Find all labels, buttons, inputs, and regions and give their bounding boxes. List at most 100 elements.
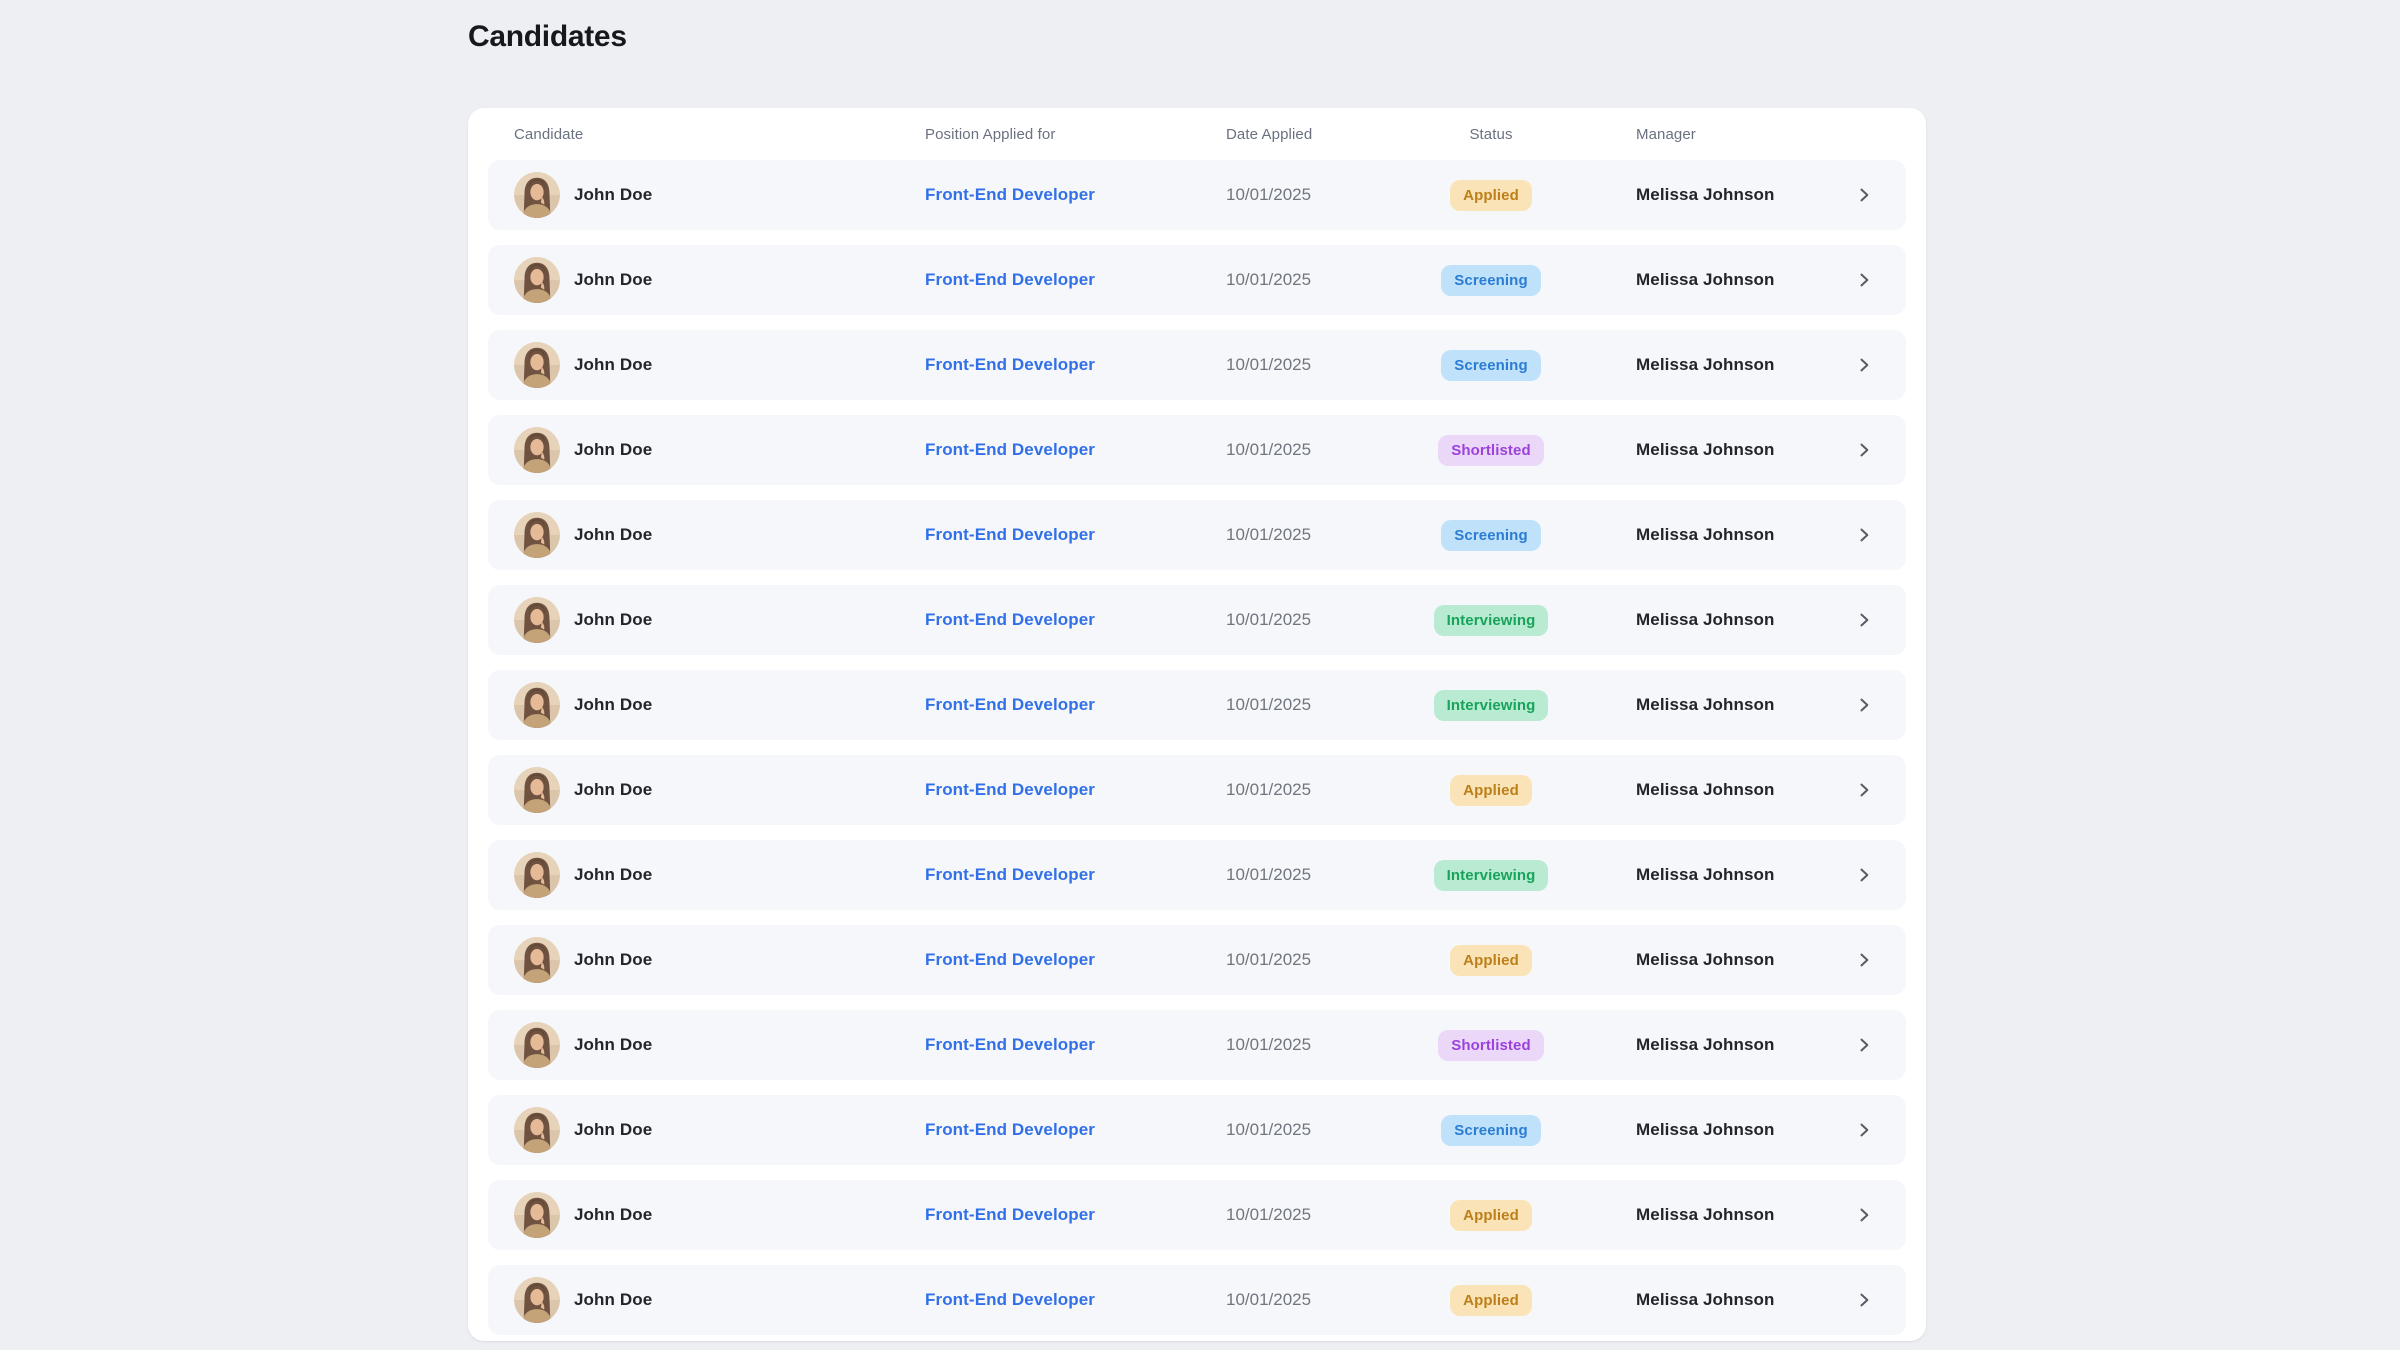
status-badge: Screening: [1441, 519, 1541, 551]
position-cell: Front-End Developer: [925, 865, 1226, 885]
status-cell: Screening: [1441, 264, 1541, 296]
candidate-cell: John Doe: [514, 427, 925, 473]
row-action-cell: [1854, 1205, 1874, 1225]
candidate-cell: John Doe: [514, 1022, 925, 1068]
position-link[interactable]: Front-End Developer: [925, 525, 1096, 544]
row-action-cell: [1854, 270, 1874, 290]
row-action-cell: [1854, 185, 1874, 205]
position-cell: Front-End Developer: [925, 1205, 1226, 1225]
position-link[interactable]: Front-End Developer: [925, 440, 1096, 459]
candidate-name: John Doe: [574, 525, 653, 544]
status-badge: Interviewing: [1433, 689, 1549, 721]
position-link[interactable]: Front-End Developer: [925, 1205, 1096, 1224]
position-link[interactable]: Front-End Developer: [925, 185, 1096, 204]
row-action-cell: [1854, 780, 1874, 800]
avatar: [514, 1192, 560, 1238]
row-action-cell: [1854, 1120, 1874, 1140]
manager-name: Melissa Johnson: [1636, 1120, 1775, 1139]
chevron-right-icon[interactable]: [1854, 185, 1874, 205]
row-action-cell: [1854, 1290, 1874, 1310]
position-link[interactable]: Front-End Developer: [925, 780, 1096, 799]
candidate-name: John Doe: [574, 1120, 653, 1139]
chevron-right-icon[interactable]: [1854, 355, 1874, 375]
row-action-cell: [1854, 695, 1874, 715]
position-link[interactable]: Front-End Developer: [925, 1035, 1096, 1054]
status-badge: Screening: [1441, 264, 1541, 296]
status-cell: Shortlisted: [1438, 1029, 1544, 1061]
candidate-cell: John Doe: [514, 172, 925, 218]
manager-name: Melissa Johnson: [1636, 270, 1775, 289]
table-row[interactable]: John Doe Front-End Developer 10/01/2025 …: [488, 1265, 1906, 1335]
candidate-name: John Doe: [574, 1035, 653, 1054]
chevron-right-icon[interactable]: [1854, 695, 1874, 715]
chevron-right-icon[interactable]: [1854, 610, 1874, 630]
date-applied: 10/01/2025: [1226, 950, 1312, 969]
avatar: [514, 767, 560, 813]
chevron-right-icon[interactable]: [1854, 1290, 1874, 1310]
candidate-cell: John Doe: [514, 682, 925, 728]
status-cell: Applied: [1450, 1199, 1532, 1231]
table-row[interactable]: John Doe Front-End Developer 10/01/2025 …: [488, 1095, 1906, 1165]
table-row[interactable]: John Doe Front-End Developer 10/01/2025 …: [488, 755, 1906, 825]
chevron-right-icon[interactable]: [1854, 1035, 1874, 1055]
manager-name: Melissa Johnson: [1636, 610, 1775, 629]
position-cell: Front-End Developer: [925, 780, 1226, 800]
position-cell: Front-End Developer: [925, 950, 1226, 970]
chevron-right-icon[interactable]: [1854, 440, 1874, 460]
status-badge: Applied: [1450, 944, 1532, 976]
date-applied: 10/01/2025: [1226, 355, 1312, 374]
candidates-table-card: Candidate Position Applied for Date Appl…: [468, 108, 1926, 1341]
position-link[interactable]: Front-End Developer: [925, 1120, 1096, 1139]
position-link[interactable]: Front-End Developer: [925, 695, 1096, 714]
candidate-cell: John Doe: [514, 852, 925, 898]
status-cell: Applied: [1450, 1284, 1532, 1316]
status-badge: Applied: [1450, 774, 1532, 806]
candidate-cell: John Doe: [514, 597, 925, 643]
candidate-cell: John Doe: [514, 1277, 925, 1323]
chevron-right-icon[interactable]: [1854, 1120, 1874, 1140]
chevron-right-icon[interactable]: [1854, 865, 1874, 885]
table-body: John Doe Front-End Developer 10/01/2025 …: [488, 160, 1906, 1335]
table-row[interactable]: John Doe Front-End Developer 10/01/2025 …: [488, 840, 1906, 910]
date-applied: 10/01/2025: [1226, 525, 1312, 544]
table-row[interactable]: John Doe Front-End Developer 10/01/2025 …: [488, 415, 1906, 485]
table-row[interactable]: John Doe Front-End Developer 10/01/2025 …: [488, 585, 1906, 655]
table-row[interactable]: John Doe Front-End Developer 10/01/2025 …: [488, 500, 1906, 570]
status-badge: Applied: [1450, 1284, 1532, 1316]
date-applied: 10/01/2025: [1226, 610, 1312, 629]
candidate-name: John Doe: [574, 1205, 653, 1224]
avatar: [514, 342, 560, 388]
column-header-status: Status: [1469, 125, 1513, 143]
position-cell: Front-End Developer: [925, 695, 1226, 715]
candidate-name: John Doe: [574, 185, 653, 204]
avatar: [514, 937, 560, 983]
chevron-right-icon[interactable]: [1854, 1205, 1874, 1225]
table-row[interactable]: John Doe Front-End Developer 10/01/2025 …: [488, 330, 1906, 400]
table-row[interactable]: John Doe Front-End Developer 10/01/2025 …: [488, 1180, 1906, 1250]
row-action-cell: [1854, 355, 1874, 375]
position-link[interactable]: Front-End Developer: [925, 1290, 1096, 1309]
manager-name: Melissa Johnson: [1636, 780, 1775, 799]
position-link[interactable]: Front-End Developer: [925, 355, 1096, 374]
table-row[interactable]: John Doe Front-End Developer 10/01/2025 …: [488, 160, 1906, 230]
status-cell: Screening: [1441, 519, 1541, 551]
chevron-right-icon[interactable]: [1854, 270, 1874, 290]
chevron-right-icon[interactable]: [1854, 950, 1874, 970]
table-row[interactable]: John Doe Front-End Developer 10/01/2025 …: [488, 1010, 1906, 1080]
table-row[interactable]: John Doe Front-End Developer 10/01/2025 …: [488, 925, 1906, 995]
position-cell: Front-End Developer: [925, 525, 1226, 545]
position-link[interactable]: Front-End Developer: [925, 865, 1096, 884]
position-cell: Front-End Developer: [925, 1290, 1226, 1310]
chevron-right-icon[interactable]: [1854, 780, 1874, 800]
position-link[interactable]: Front-End Developer: [925, 950, 1096, 969]
avatar: [514, 682, 560, 728]
date-applied: 10/01/2025: [1226, 1290, 1312, 1309]
chevron-right-icon[interactable]: [1854, 525, 1874, 545]
status-cell: Applied: [1450, 179, 1532, 211]
position-link[interactable]: Front-End Developer: [925, 270, 1096, 289]
candidate-name: John Doe: [574, 270, 653, 289]
position-link[interactable]: Front-End Developer: [925, 610, 1096, 629]
table-row[interactable]: John Doe Front-End Developer 10/01/2025 …: [488, 670, 1906, 740]
manager-name: Melissa Johnson: [1636, 1205, 1775, 1224]
table-row[interactable]: John Doe Front-End Developer 10/01/2025 …: [488, 245, 1906, 315]
